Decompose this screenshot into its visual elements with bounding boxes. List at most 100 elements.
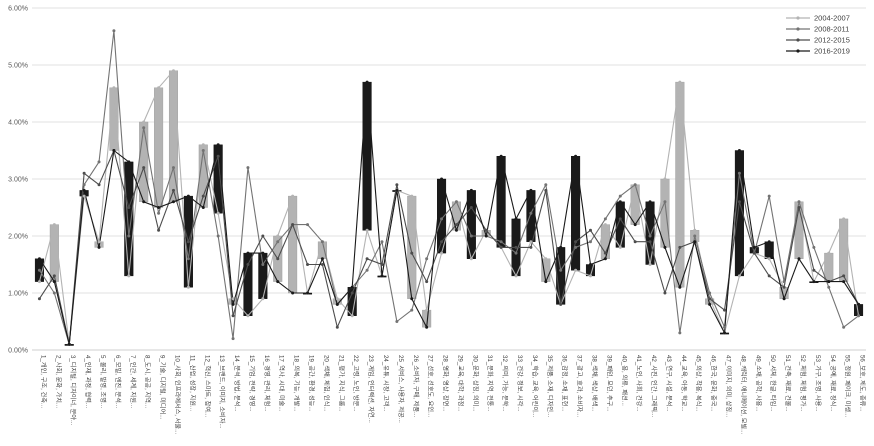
data-point [350,314,354,318]
data-point [127,206,131,209]
x-tick-label: 56_보호, 제도, 종류... [859,355,867,412]
data-point [97,183,101,187]
x-tick-label: 55_정원, 페이크, 미생... [844,355,852,417]
legend-marker [796,16,800,20]
x-tick-label: 46_한국, 문화, 중국... [710,355,717,412]
data-point [544,188,548,192]
data-point [425,280,429,284]
data-point [693,240,697,244]
data-point [127,274,131,278]
data-point [350,285,354,289]
x-axis-tick-labels: 1_개인, 구조, 건축... 2_사회, 문화, 가치... 3_디지털, 디자이… [39,355,866,435]
x-tick-label: 22_고령, 노인, 방문... [352,355,360,412]
data-point [261,251,265,255]
data-point [186,240,190,244]
data-point [693,234,697,238]
x-tick-label: 34_학습, 교육, 어린이... [531,355,539,417]
x-tick-label: 36_감정, 소재, 표현... [561,355,569,412]
data-point [52,274,56,278]
x-tick-label: 11_산업, 성장, 지원... [188,355,196,411]
data-point [588,263,592,266]
data-point [499,240,503,244]
x-tick-label: 1_개인, 구조, 건축... [39,355,47,408]
data-point [723,331,727,335]
data-point [737,171,741,175]
data-point [484,228,488,232]
data-point [842,280,846,284]
x-tick-label: 45_의상, 착용, 복식... [695,355,703,412]
data-point [708,291,712,295]
y-axis-tick-labels: 0.00% 1.00% 2.00% 3.00% 4.00% 5.00% 6.00% [8,6,28,355]
data-point [723,325,727,329]
x-tick-label: 54_공예, 재료, 장식... [829,355,837,412]
data-point [231,297,235,301]
data-point [603,257,607,261]
data-point [246,166,250,170]
data-point [231,337,235,341]
data-point [618,245,622,249]
data-point [469,188,473,192]
data-point [812,245,816,249]
data-point [529,211,533,215]
x-tick-label: 9_기술, 디지털, 미디어... [159,355,167,420]
data-point [365,268,369,272]
series-lines [38,30,860,345]
data-point [469,257,473,261]
x-tick-label: 38_색채, 색상, 배색... [590,355,598,412]
data-point [380,274,384,278]
y-tick-label: 5.00% [8,63,28,70]
data-point [425,257,429,261]
x-tick-label: 6_모빌, 엔진, 분석... [114,355,122,408]
data-point [171,188,175,192]
data-point [335,325,339,329]
legend-label: 2008-2011 [814,25,849,34]
data-point [261,263,265,266]
x-tick-label: 21_평가, 지식, 그룹... [337,355,345,412]
series-line [38,149,860,345]
x-tick-label: 25_서비스, 사용자, 제공... [397,355,405,423]
data-point [693,228,697,232]
data-point [842,217,846,221]
data-point [514,251,518,255]
data-point [320,263,324,266]
data-point [812,268,816,272]
data-point [82,183,86,187]
data-point [827,285,831,289]
data-point [216,234,220,238]
x-tick-label: 10_사회, 인프라에서스, 서울... [173,355,181,435]
data-point [276,257,280,261]
data-point [559,302,563,306]
data-point [529,245,533,249]
x-tick-label: 53_가구, 조명, 사용... [814,355,822,412]
data-point [67,342,71,346]
y-tick-label: 4.00% [8,120,28,127]
x-tick-label: 47_이미지, 의미, 상징... [725,355,733,417]
x-tick-label: 7_인간, 세계, 지원... [129,355,137,408]
x-tick-label: 33_건강, 정보, 시각... [516,355,524,412]
x-tick-label: 4_인재, 과정, 협력... [84,355,92,408]
range-box [168,70,179,203]
data-point [425,308,429,312]
data-point [574,240,578,244]
data-point [648,263,652,266]
data-point [37,257,41,261]
data-point [752,251,756,255]
x-tick-label: 15_기업, 전략, 경영... [248,355,256,412]
data-point [469,234,473,238]
legend-marker [796,49,800,53]
x-tick-label: 13_브랜드, 이미지, 소비자... [218,355,226,429]
data-point [827,280,831,284]
data-point [842,325,846,329]
data-point [216,211,220,215]
x-tick-label: 12_혁신, 스마트, 참여... [203,355,211,417]
x-tick-label: 50_서체, 한글, 타입... [769,355,777,412]
data-point [410,194,414,198]
x-tick-label: 19_공간, 환경, 성능... [308,355,316,412]
legend-label: 2004-2007 [814,14,850,23]
data-point [306,263,310,266]
data-point [201,206,205,209]
x-tick-label: 52_체험, 체험, 평가... [799,355,807,412]
data-point [782,297,786,301]
data-point [514,245,518,249]
data-point [812,280,816,284]
